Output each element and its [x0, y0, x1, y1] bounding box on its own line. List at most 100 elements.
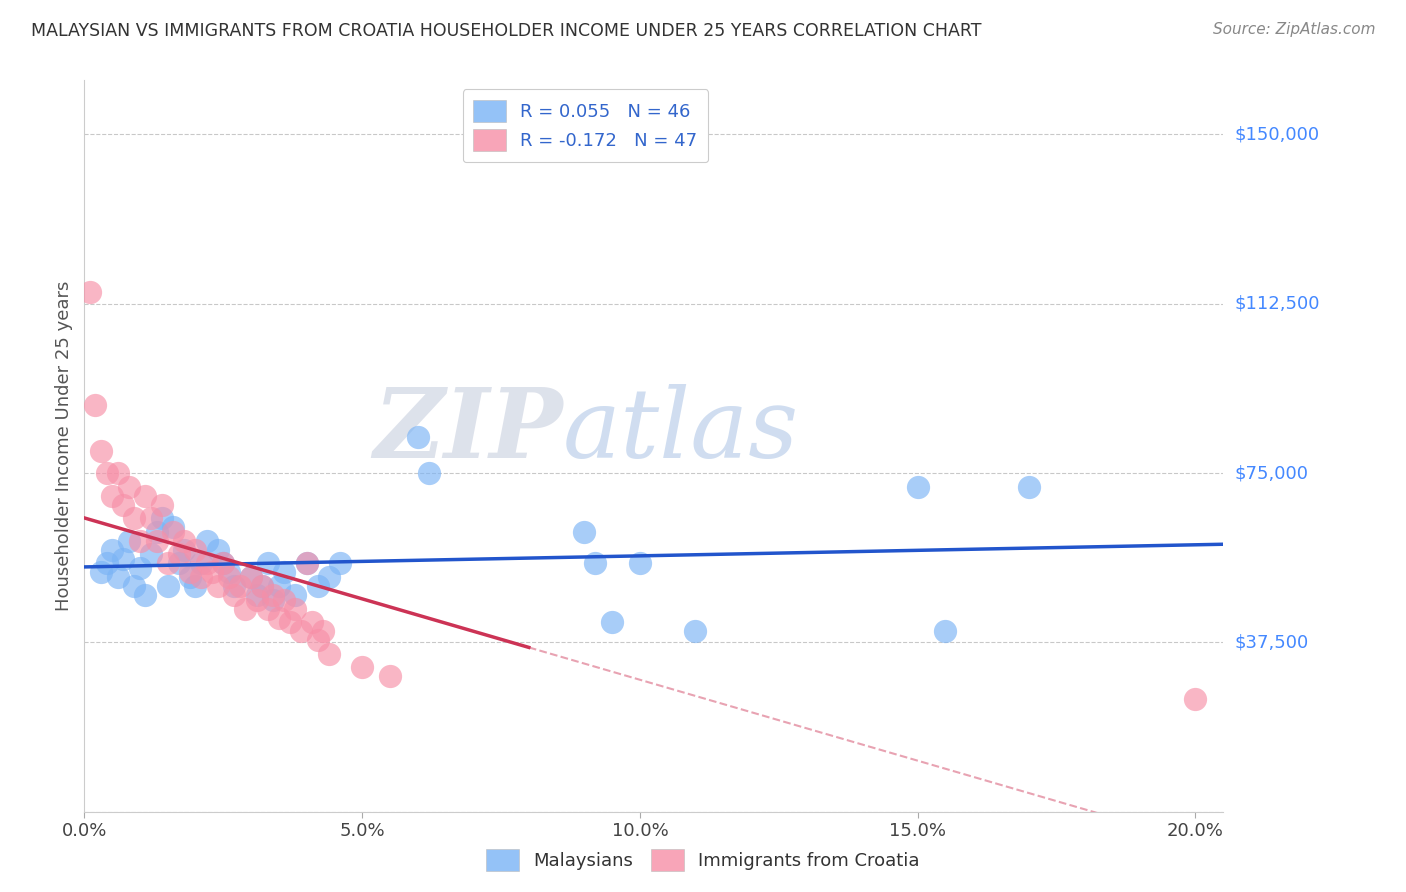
Point: [156, 579, 179, 593]
Point: [167, 557, 190, 571]
Point: [101, 489, 124, 503]
Point: [406, 430, 429, 444]
Point: [290, 624, 312, 639]
Point: [107, 570, 129, 584]
Point: [139, 511, 162, 525]
Point: [1018, 480, 1040, 494]
Point: [218, 570, 240, 584]
Point: [139, 547, 162, 561]
Point: [240, 570, 263, 584]
Point: [235, 601, 257, 615]
Point: [267, 610, 290, 624]
Point: [245, 592, 267, 607]
Point: [90, 566, 112, 580]
Point: [267, 579, 290, 593]
Point: [273, 592, 295, 607]
Point: [96, 466, 118, 480]
Point: [240, 570, 263, 584]
Point: [190, 570, 212, 584]
Point: [179, 566, 201, 580]
Point: [90, 443, 112, 458]
Point: [145, 524, 167, 539]
Point: [907, 480, 929, 494]
Point: [307, 633, 329, 648]
Point: [934, 624, 956, 639]
Point: [118, 533, 141, 548]
Y-axis label: Householder Income Under 25 years: Householder Income Under 25 years: [55, 281, 73, 611]
Point: [284, 601, 307, 615]
Point: [184, 542, 207, 557]
Point: [312, 624, 335, 639]
Point: [173, 542, 195, 557]
Point: [295, 557, 318, 571]
Text: ZIP: ZIP: [373, 384, 562, 478]
Point: [352, 660, 374, 674]
Point: [418, 466, 440, 480]
Text: $112,500: $112,500: [1234, 294, 1320, 313]
Point: [378, 669, 401, 683]
Point: [207, 579, 229, 593]
Point: [256, 557, 278, 571]
Point: [284, 588, 307, 602]
Point: [245, 588, 267, 602]
Point: [256, 601, 278, 615]
Point: [118, 480, 141, 494]
Point: [134, 588, 156, 602]
Point: [250, 579, 273, 593]
Point: [218, 566, 240, 580]
Point: [585, 557, 607, 571]
Point: [301, 615, 323, 629]
Point: [207, 542, 229, 557]
Point: [224, 588, 246, 602]
Point: [162, 524, 184, 539]
Point: [295, 557, 318, 571]
Point: [224, 579, 246, 593]
Point: [318, 647, 340, 661]
Point: [173, 533, 195, 548]
Legend: R = 0.055   N = 46, R = -0.172   N = 47: R = 0.055 N = 46, R = -0.172 N = 47: [463, 89, 709, 162]
Point: [145, 533, 167, 548]
Text: $37,500: $37,500: [1234, 633, 1309, 651]
Point: [150, 498, 173, 512]
Point: [190, 557, 212, 571]
Point: [156, 557, 179, 571]
Text: MALAYSIAN VS IMMIGRANTS FROM CROATIA HOUSEHOLDER INCOME UNDER 25 YEARS CORRELATI: MALAYSIAN VS IMMIGRANTS FROM CROATIA HOU…: [31, 22, 981, 40]
Point: [101, 542, 124, 557]
Text: atlas: atlas: [562, 384, 799, 478]
Point: [195, 533, 218, 548]
Text: $75,000: $75,000: [1234, 464, 1309, 482]
Point: [112, 498, 135, 512]
Point: [1184, 691, 1206, 706]
Point: [84, 398, 107, 412]
Point: [329, 557, 352, 571]
Point: [184, 579, 207, 593]
Point: [262, 592, 284, 607]
Point: [79, 285, 101, 300]
Point: [628, 557, 651, 571]
Point: [112, 552, 135, 566]
Point: [574, 524, 596, 539]
Point: [124, 579, 146, 593]
Point: [167, 547, 190, 561]
Point: [179, 570, 201, 584]
Point: [212, 557, 235, 571]
Point: [96, 557, 118, 571]
Point: [212, 557, 235, 571]
Point: [250, 579, 273, 593]
Text: Source: ZipAtlas.com: Source: ZipAtlas.com: [1212, 22, 1375, 37]
Point: [150, 511, 173, 525]
Point: [107, 466, 129, 480]
Point: [124, 511, 146, 525]
Point: [201, 566, 224, 580]
Point: [600, 615, 623, 629]
Point: [318, 570, 340, 584]
Point: [162, 520, 184, 534]
Point: [307, 579, 329, 593]
Point: [134, 489, 156, 503]
Text: $150,000: $150,000: [1234, 126, 1319, 144]
Point: [273, 566, 295, 580]
Legend: Malaysians, Immigrants from Croatia: Malaysians, Immigrants from Croatia: [479, 842, 927, 879]
Point: [685, 624, 707, 639]
Point: [195, 557, 218, 571]
Point: [229, 579, 252, 593]
